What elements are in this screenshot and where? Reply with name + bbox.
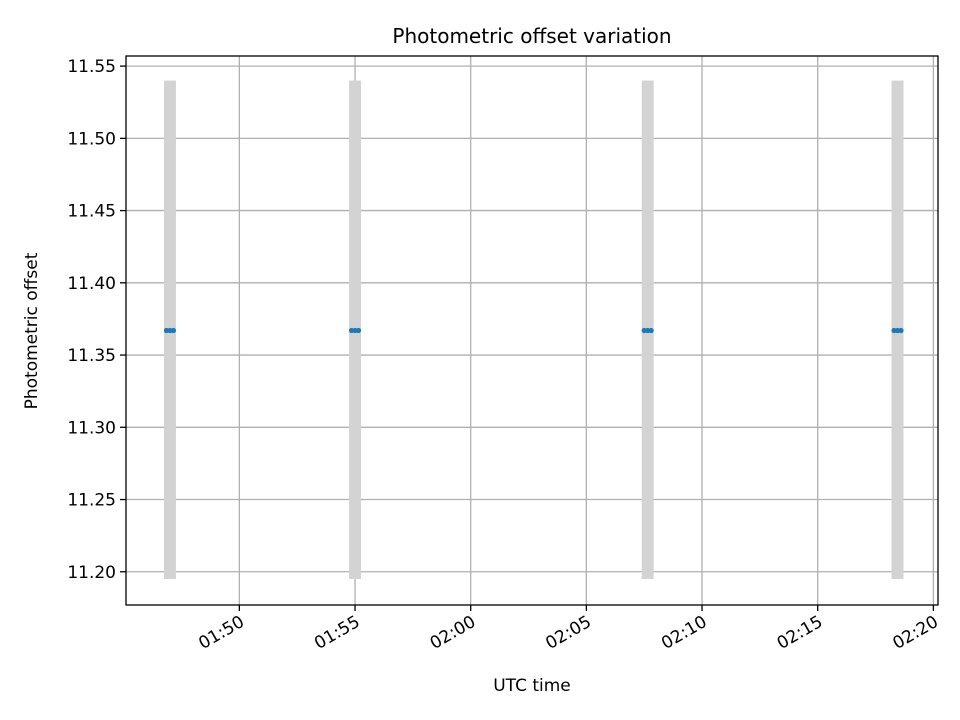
x-tick-label: 02:05 <box>542 612 594 654</box>
error-bars <box>163 80 904 579</box>
y-tick-label: 11.40 <box>67 274 116 294</box>
x-tick-label: 02:20 <box>889 612 941 654</box>
y-tick-label: 11.30 <box>67 418 116 438</box>
x-axis-ticks: 01:50 01:55 02:00 02:05 02:10 02:15 02:20 <box>195 605 942 654</box>
y-tick-label: 11.45 <box>67 202 116 222</box>
data-point <box>170 327 177 334</box>
grid-lines <box>126 56 938 605</box>
x-tick-label: 01:50 <box>195 612 247 654</box>
x-tick-label: 02:00 <box>427 612 479 654</box>
data-point <box>355 327 362 334</box>
y-tick-label: 11.55 <box>67 57 116 77</box>
y-tick-label: 11.50 <box>67 129 116 149</box>
y-tick-label: 11.35 <box>67 346 116 366</box>
chart-title: Photometric offset variation <box>392 24 671 48</box>
x-tick-label: 01:55 <box>311 612 363 654</box>
y-tick-label: 11.25 <box>67 491 116 511</box>
y-tick-label: 11.20 <box>67 563 116 583</box>
plot-frame <box>125 55 939 606</box>
x-axis-label: UTC time <box>493 676 571 696</box>
data-point <box>898 327 904 334</box>
x-tick-label: 02:10 <box>658 612 710 654</box>
y-axis-label: Photometric offset <box>22 252 42 409</box>
data-points <box>163 327 904 334</box>
data-point <box>648 327 654 334</box>
y-axis-ticks: 11.20 11.25 11.30 11.35 11.40 11.45 11.50 11.55 <box>67 57 126 583</box>
x-tick-label: 02:15 <box>774 612 826 654</box>
